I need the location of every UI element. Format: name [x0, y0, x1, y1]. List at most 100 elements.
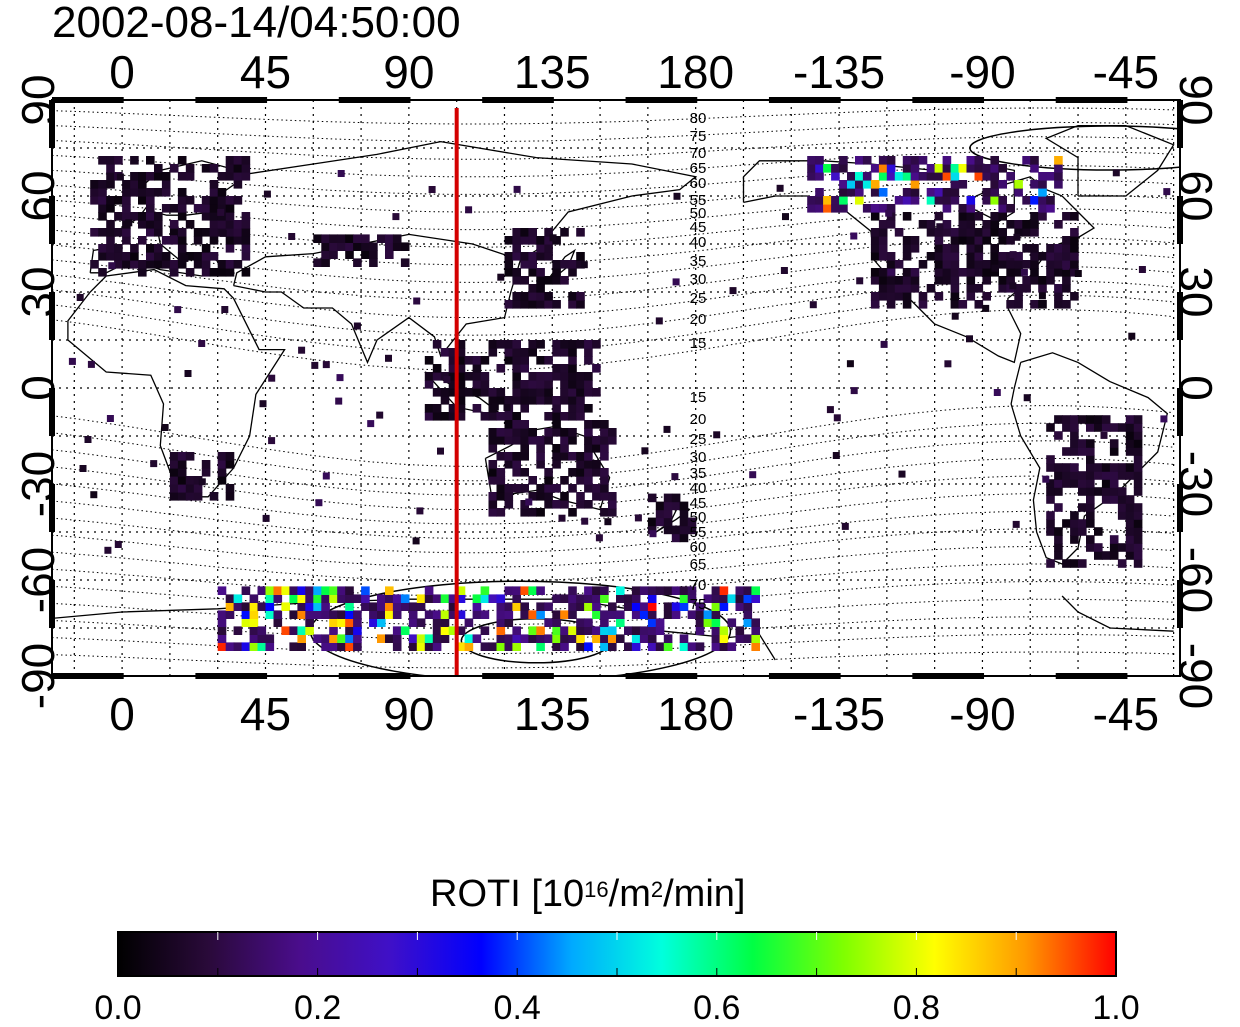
- data-cell: [201, 204, 211, 213]
- data-cell: [1109, 447, 1119, 456]
- data-cell: [624, 602, 633, 611]
- data-cell: [950, 252, 960, 261]
- tick-label: -90: [949, 688, 1015, 740]
- data-cell: [480, 412, 490, 421]
- frame-tick-bar: [1055, 97, 1128, 103]
- data-cell: [504, 340, 514, 349]
- data-cell: [1133, 551, 1143, 560]
- data-cell: [305, 610, 314, 619]
- mlat-label: 55: [690, 192, 707, 209]
- data-cell: [568, 594, 577, 603]
- data-cell: [512, 292, 521, 301]
- data-cell: [942, 156, 952, 165]
- data-cell: [504, 460, 514, 469]
- data-cell: [990, 172, 999, 181]
- data-cell: [201, 468, 211, 477]
- data-cell: [552, 452, 561, 461]
- data-cell: [990, 260, 999, 269]
- data-cell: [520, 602, 529, 611]
- data-cell: [217, 610, 227, 619]
- data-cell: [488, 444, 498, 453]
- data-cell: [560, 276, 569, 285]
- data-cell: [512, 634, 521, 643]
- data-cell: [1012, 520, 1020, 528]
- data-cell: [776, 184, 784, 192]
- data-cell: [432, 634, 442, 643]
- data-cell: [496, 412, 506, 421]
- data-cell: [146, 260, 155, 269]
- data-cell: [815, 188, 824, 197]
- data-cell: [456, 364, 466, 373]
- data-cell: [592, 634, 601, 643]
- data-cell: [496, 642, 506, 651]
- data-cell: [552, 260, 561, 269]
- data-cell: [568, 508, 577, 517]
- data-cell: [584, 618, 593, 627]
- data-cell: [106, 415, 114, 422]
- data-cell: [982, 236, 991, 245]
- data-cell: [512, 244, 521, 253]
- mlat-contour-south: [52, 405, 1174, 467]
- data-cell: [950, 228, 960, 237]
- data-cell: [584, 484, 593, 493]
- data-cell: [942, 204, 952, 213]
- data-cell: [313, 634, 322, 643]
- data-cell: [217, 586, 227, 595]
- data-cell: [1109, 423, 1119, 432]
- data-cell: [440, 618, 450, 627]
- data-cell: [496, 610, 506, 619]
- data-cell: [663, 642, 673, 651]
- colorbar-tick-label: 0.4: [493, 989, 541, 1027]
- data-cell: [1117, 423, 1127, 432]
- mlat-contour-north: [52, 237, 1174, 283]
- data-cell: [1046, 252, 1055, 261]
- data-cell: [392, 610, 402, 619]
- data-cell: [297, 610, 306, 619]
- data-cell: [504, 252, 514, 261]
- data-cell: [154, 252, 163, 261]
- data-cell: [679, 517, 689, 527]
- frame-tick-bar: [338, 97, 411, 103]
- data-cell: [942, 164, 952, 173]
- data-cell: [480, 356, 490, 365]
- data-cell: [878, 244, 888, 253]
- data-cell: [161, 236, 171, 245]
- data-cell: [106, 196, 115, 205]
- data-cell: [1125, 471, 1135, 480]
- data-cell: [1014, 268, 1023, 277]
- data-cell: [177, 172, 187, 181]
- data-cell: [464, 634, 474, 643]
- data-cell: [870, 268, 880, 277]
- data-cell: [1046, 244, 1055, 253]
- data-cell: [1070, 431, 1079, 440]
- data-cell: [950, 244, 960, 253]
- data-cell: [576, 388, 585, 397]
- data-cell: [392, 634, 402, 643]
- data-cell: [831, 172, 840, 181]
- data-cell: [496, 508, 506, 517]
- data-cell: [982, 276, 991, 285]
- data-cell: [1022, 196, 1031, 205]
- data-cell: [536, 586, 545, 595]
- data-cell: [958, 236, 968, 245]
- data-cell: [385, 586, 394, 595]
- data-cell: [161, 424, 169, 431]
- data-cell: [743, 602, 753, 611]
- data-cell: [432, 626, 442, 635]
- data-cell: [832, 452, 840, 459]
- data-cell: [894, 172, 904, 181]
- data-cell: [600, 610, 609, 619]
- data-cell: [536, 236, 545, 245]
- data-cell: [448, 602, 458, 611]
- data-cell: [910, 284, 920, 293]
- data-cell: [225, 236, 235, 245]
- data-cell: [512, 436, 521, 445]
- data-cell: [910, 236, 920, 245]
- mlat-contour-south: [52, 545, 1174, 583]
- mlat-label: 30: [690, 271, 707, 288]
- data-cell: [297, 642, 306, 651]
- data-cell: [918, 260, 928, 269]
- data-cell: [584, 476, 593, 485]
- data-cell: [544, 236, 553, 245]
- data-cell: [671, 501, 681, 511]
